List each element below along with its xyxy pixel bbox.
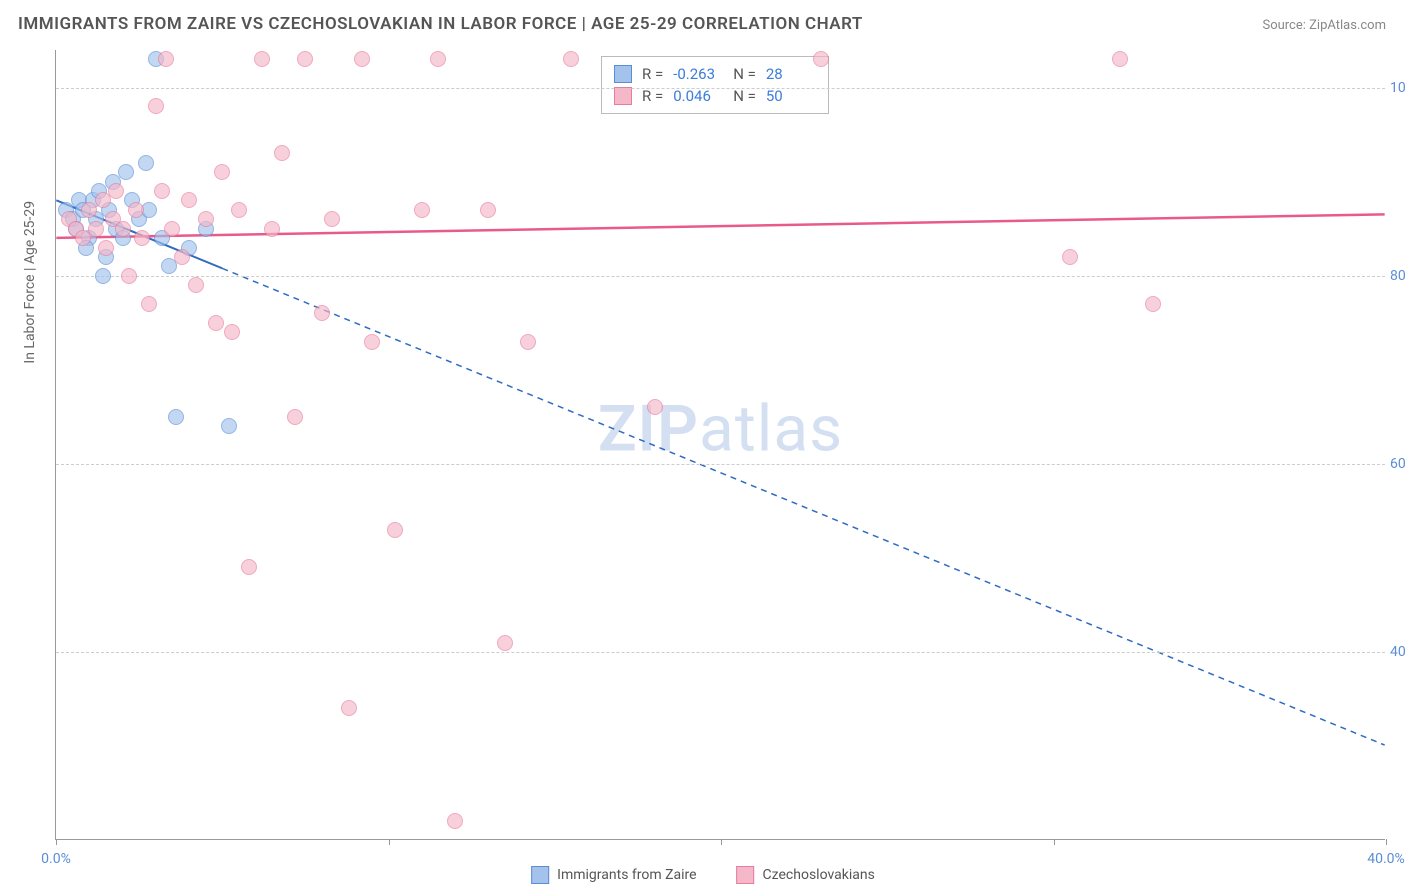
data-point <box>98 240 114 256</box>
x-tick <box>1054 839 1055 845</box>
data-point <box>1145 296 1161 312</box>
data-point <box>174 249 190 265</box>
data-point <box>324 211 340 227</box>
data-point <box>154 183 170 199</box>
legend-swatch <box>737 866 755 884</box>
data-point <box>128 202 144 218</box>
x-tick <box>721 839 722 845</box>
data-point <box>95 268 111 284</box>
n-value: 50 <box>766 87 816 105</box>
data-point <box>430 51 446 67</box>
y-tick-label: 80.0% <box>1390 268 1406 284</box>
x-tick-label: 0.0% <box>41 851 71 867</box>
gridline <box>56 88 1385 89</box>
r-label: R = <box>642 65 663 83</box>
data-point <box>208 315 224 331</box>
data-point <box>181 192 197 208</box>
data-point <box>480 202 496 218</box>
data-point <box>148 98 164 114</box>
data-point <box>214 164 230 180</box>
data-point <box>188 277 204 293</box>
data-point <box>108 183 124 199</box>
data-point <box>134 230 150 246</box>
data-point <box>224 324 240 340</box>
regression-lines <box>56 50 1385 839</box>
data-point <box>158 51 174 67</box>
data-point <box>141 296 157 312</box>
r-value: 0.046 <box>673 87 723 105</box>
data-point <box>168 409 184 425</box>
n-label: N = <box>733 65 756 83</box>
data-point <box>88 221 104 237</box>
legend-swatch <box>614 65 632 83</box>
r-value: -0.263 <box>673 65 723 83</box>
data-point <box>264 221 280 237</box>
bottom-legend: Immigrants from Zaire Czechoslovakians <box>531 866 875 884</box>
data-point <box>447 813 463 829</box>
x-tick-label: 40.0% <box>1367 851 1405 867</box>
legend-swatch <box>614 87 632 105</box>
gridline <box>56 464 1385 465</box>
y-tick-label: 60.0% <box>1390 456 1406 472</box>
data-point <box>198 211 214 227</box>
data-point <box>1062 249 1078 265</box>
data-point <box>221 418 237 434</box>
stats-legend-row: R = -0.263 N = 28 <box>614 63 816 85</box>
data-point <box>813 51 829 67</box>
data-point <box>314 305 330 321</box>
data-point <box>138 155 154 171</box>
data-point <box>1112 51 1128 67</box>
source-label: Source: ZipAtlas.com <box>1262 18 1386 33</box>
y-tick-label: 40.0% <box>1390 644 1406 660</box>
data-point <box>164 221 180 237</box>
n-label: N = <box>733 87 756 105</box>
x-tick <box>389 839 390 845</box>
n-value: 28 <box>766 65 816 83</box>
plot-area: ZIPatlas R = -0.263 N = 28 R = 0.046 N =… <box>55 50 1385 840</box>
data-point <box>254 51 270 67</box>
data-point <box>287 409 303 425</box>
data-point <box>297 51 313 67</box>
data-point <box>497 635 513 651</box>
legend-item: Czechoslovakians <box>737 866 875 884</box>
y-tick-label: 100.0% <box>1390 80 1406 96</box>
legend-label: Immigrants from Zaire <box>557 867 696 883</box>
x-tick <box>1386 839 1387 845</box>
legend-item: Immigrants from Zaire <box>531 866 696 884</box>
stats-legend: R = -0.263 N = 28 R = 0.046 N = 50 <box>601 56 829 114</box>
data-point <box>354 51 370 67</box>
data-point <box>387 522 403 538</box>
data-point <box>414 202 430 218</box>
legend-label: Czechoslovakians <box>763 867 875 883</box>
data-point <box>274 145 290 161</box>
data-point <box>364 334 380 350</box>
watermark: ZIPatlas <box>598 391 843 466</box>
data-point <box>121 268 137 284</box>
data-point <box>231 202 247 218</box>
data-point <box>118 164 134 180</box>
y-axis-label: In Labor Force | Age 25-29 <box>22 201 38 364</box>
data-point <box>520 334 536 350</box>
r-label: R = <box>642 87 663 105</box>
data-point <box>563 51 579 67</box>
data-point <box>341 700 357 716</box>
gridline <box>56 652 1385 653</box>
gridline <box>56 276 1385 277</box>
data-point <box>241 559 257 575</box>
legend-swatch <box>531 866 549 884</box>
x-tick <box>56 839 57 845</box>
chart-title: IMMIGRANTS FROM ZAIRE VS CZECHOSLOVAKIAN… <box>18 14 863 34</box>
data-point <box>115 221 131 237</box>
data-point <box>647 399 663 415</box>
